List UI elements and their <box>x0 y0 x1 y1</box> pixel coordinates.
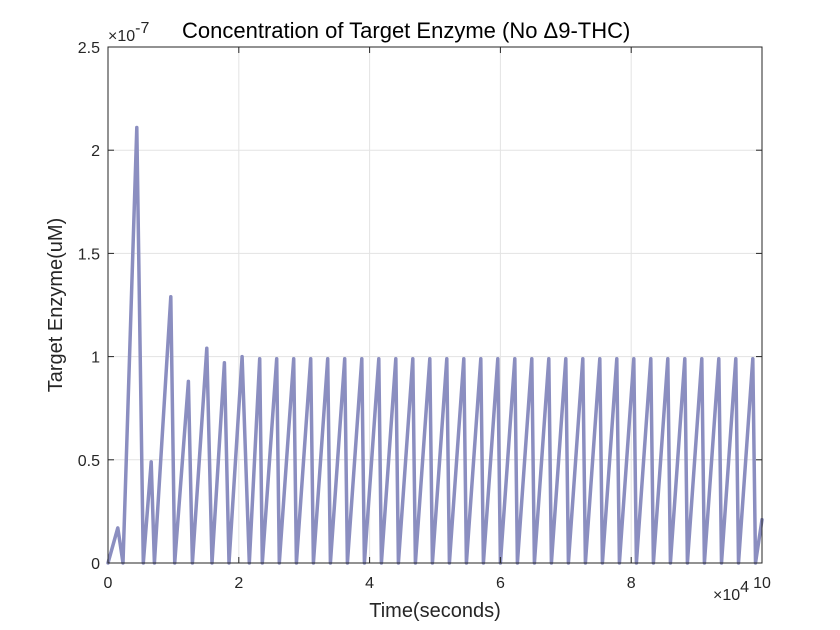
data-layer <box>106 125 764 565</box>
chart-title: Concentration of Target Enzyme (No Δ9-TH… <box>182 18 630 43</box>
y-tick-label: 2 <box>91 143 100 160</box>
y-tick-label: 1.5 <box>78 246 100 263</box>
plot-frame <box>107 46 763 564</box>
x-exponent-power: 4 <box>740 579 749 596</box>
y-tick-label: 0 <box>91 556 100 573</box>
ticks: 0 2 4 6 8 10 0 0.5 1 1.5 2 2.5 <box>78 40 771 592</box>
y-axis-label: Target Enzyme(uM) <box>45 218 67 393</box>
x-axis-exponent: ×104 <box>713 579 749 604</box>
plot-area <box>108 47 762 563</box>
series-line <box>106 125 764 565</box>
y-tick-label: 1 <box>91 350 100 367</box>
x-tick-label: 6 <box>496 575 505 592</box>
y-tick-label: 0.5 <box>78 453 100 470</box>
x-tick-label: 2 <box>234 575 243 592</box>
x-tick-label: 10 <box>753 575 771 592</box>
y-tick-label: 2.5 <box>78 40 100 57</box>
y-exponent-power: -7 <box>135 20 149 37</box>
y-exponent-base: ×10 <box>108 28 135 45</box>
x-exponent-base: ×10 <box>713 587 740 604</box>
grid <box>108 47 762 563</box>
y-axis-exponent: ×10-7 <box>108 20 149 45</box>
x-tick-label: 0 <box>104 575 113 592</box>
x-tick-label: 8 <box>627 575 636 592</box>
x-axis-label: Time(seconds) <box>369 600 501 622</box>
x-tick-label: 4 <box>365 575 374 592</box>
